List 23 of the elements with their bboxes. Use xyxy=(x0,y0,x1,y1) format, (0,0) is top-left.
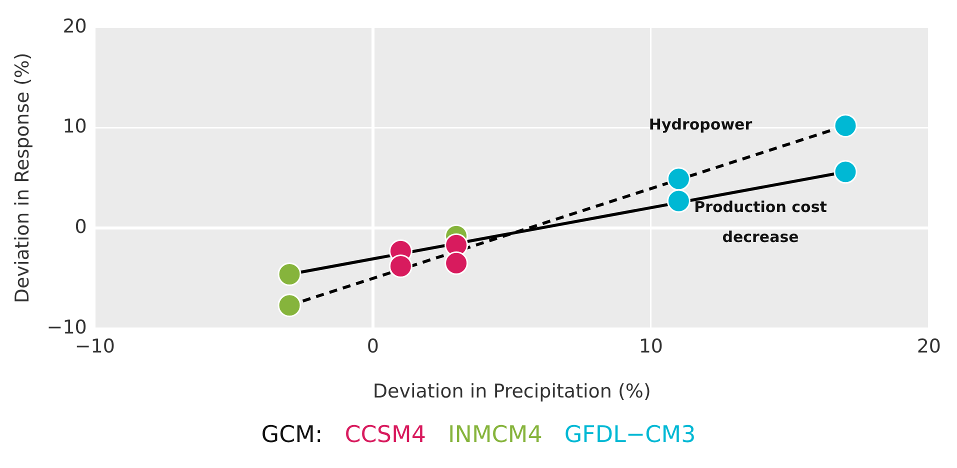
point xyxy=(834,114,858,138)
point xyxy=(834,160,858,184)
series-label: Production cost decrease xyxy=(694,198,827,246)
x-axis-title: Deviation in Precipitation (%) xyxy=(372,380,651,403)
y-tick-label: 0 xyxy=(74,216,87,238)
y-tick-label: 10 xyxy=(62,116,87,138)
point xyxy=(666,189,690,213)
x-tick-label: 10 xyxy=(638,336,663,358)
text: CCSM4 xyxy=(344,422,426,448)
x-tick-label: 20 xyxy=(916,336,942,358)
point xyxy=(278,294,302,318)
text: INMCM4 xyxy=(448,422,542,448)
point xyxy=(666,167,690,191)
legend-title: GCM: xyxy=(261,422,323,448)
text: GFDL−CM3 xyxy=(564,422,696,448)
point xyxy=(388,254,412,278)
x-tick-label: 0 xyxy=(366,336,379,358)
series-label: Hydropower xyxy=(648,116,753,134)
y-axis-title: Deviation in Response (%) xyxy=(11,52,34,304)
y-tick-label: 20 xyxy=(62,15,87,38)
point xyxy=(278,262,302,286)
point xyxy=(444,251,468,275)
y-tick-label: −10 xyxy=(46,316,87,338)
